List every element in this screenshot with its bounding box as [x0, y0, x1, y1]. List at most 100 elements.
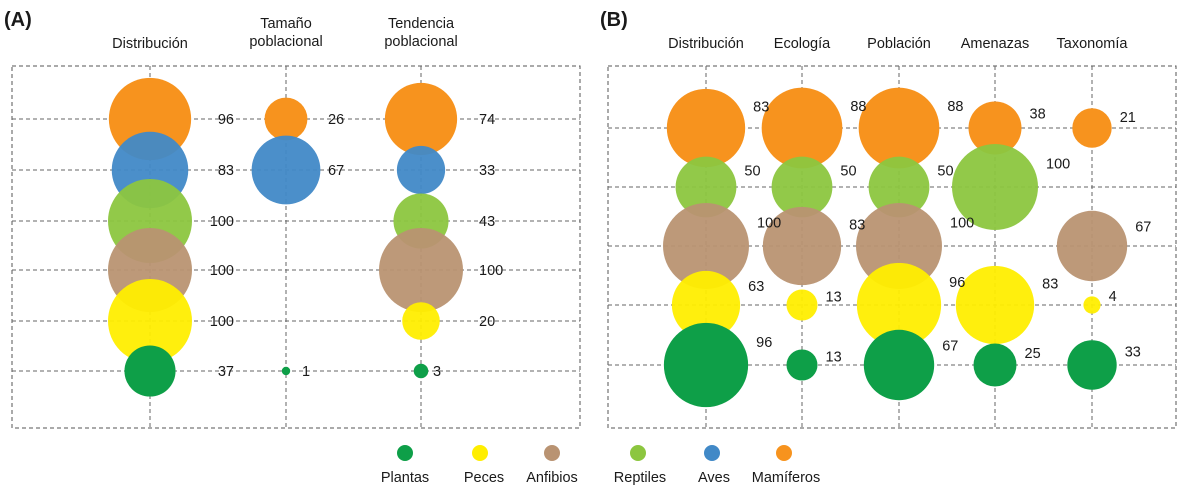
bubble-reptiles-distribucion: [675, 156, 737, 218]
value-label-anfibios-taxonomia: 67: [1135, 220, 1151, 236]
bubble-mamiferos-distribucion: [666, 88, 746, 168]
bubble-plantas-distribucion: [124, 345, 176, 397]
legend-label-plantas: Plantas: [381, 470, 429, 486]
column-label-ecologia: Ecología: [774, 36, 831, 52]
bubble-plantas-amenazas: [973, 343, 1017, 387]
bubble-aves-tamano-poblacional: [251, 135, 321, 205]
column-label-poblacion: Población: [867, 36, 931, 52]
plot-frame: [607, 65, 1177, 429]
bubble-peces-ecologia: [786, 289, 818, 321]
value-label-plantas-taxonomia: 33: [1125, 344, 1141, 360]
value-label-peces-taxonomia: 4: [1109, 289, 1117, 305]
bubble-peces-amenazas: [955, 265, 1035, 345]
value-label-plantas-distribucion: 37: [218, 364, 234, 380]
column-label-tendencia-poblacional: poblacional: [384, 34, 457, 50]
plot-frame: [11, 65, 581, 429]
panel-label: (A): [4, 9, 32, 31]
value-label-anfibios-ecologia: 83: [849, 217, 865, 233]
bubble-mamiferos-ecologia: [761, 87, 843, 169]
bubble-anfibios-tendencia-poblacional: [379, 228, 463, 312]
bubble-peces-distribucion: [108, 279, 192, 363]
legend: Plantas Peces Anfibios Reptiles Aves Mamífero…: [381, 445, 820, 486]
value-label-mamiferos-ecologia: 88: [850, 99, 866, 115]
value-label-mamiferos-tendencia-poblacional: 74: [479, 112, 495, 128]
bubble-plantas-tamano-poblacional: [281, 366, 291, 376]
bubble-reptiles-poblacion: [868, 156, 930, 218]
bubble-peces-taxonomia: [1083, 296, 1101, 314]
bubble-peces-poblacion: [856, 262, 942, 348]
value-label-plantas-tendencia-poblacional: 3: [433, 364, 441, 380]
value-label-peces-ecologia: 13: [826, 289, 842, 305]
bubble-mamiferos-tendencia-poblacional: [384, 82, 458, 156]
value-label-peces-tendencia-poblacional: 20: [479, 314, 495, 330]
legend-swatch-anfibios: [544, 445, 560, 461]
value-label-anfibios-distribucion: 100: [210, 263, 234, 279]
value-label-aves-tamano-poblacional: 67: [328, 163, 344, 179]
value-label-reptiles-distribucion: 100: [210, 214, 234, 230]
column-label-taxonomia: Taxonomía: [1057, 36, 1129, 52]
bubble-mamiferos-poblacion: [858, 87, 940, 169]
column-label-tendencia-poblacional: Tendencia: [388, 16, 455, 32]
legend-label-mamiferos: Mamíferos: [752, 470, 821, 486]
legend-label-aves: Aves: [698, 470, 730, 486]
bubble-plantas-ecologia: [786, 349, 818, 381]
bubble-aves-tendencia-poblacional: [396, 145, 446, 195]
bubble-peces-tendencia-poblacional: [402, 302, 440, 340]
bubble-plantas-distribucion: [663, 322, 749, 408]
value-label-mamiferos-amenazas: 38: [1030, 106, 1046, 122]
column-label-tamano-poblacional: Tamaño: [260, 16, 312, 32]
bubble-mamiferos-amenazas: [968, 101, 1022, 155]
legend-label-peces: Peces: [464, 470, 504, 486]
bubble-anfibios-ecologia: [762, 206, 842, 286]
value-label-mamiferos-tamano-poblacional: 26: [328, 112, 344, 128]
column-label-tamano-poblacional: poblacional: [249, 34, 322, 50]
value-label-reptiles-tendencia-poblacional: 43: [479, 214, 495, 230]
legend-swatch-reptiles: [630, 445, 646, 461]
value-label-plantas-poblacion: 67: [942, 339, 958, 355]
legend-swatch-peces: [472, 445, 488, 461]
bubble-plantas-tendencia-poblacional: [413, 363, 429, 379]
column-label-distribucion: Distribución: [112, 36, 188, 52]
value-label-mamiferos-distribucion: 83: [753, 99, 769, 115]
value-label-plantas-tamano-poblacional: 1: [302, 364, 310, 380]
column-label-distribucion: Distribución: [668, 36, 744, 52]
value-label-anfibios-poblacion: 100: [950, 215, 974, 231]
value-label-mamiferos-poblacion: 88: [947, 99, 963, 115]
value-label-aves-tendencia-poblacional: 33: [479, 163, 495, 179]
value-label-plantas-ecologia: 13: [826, 349, 842, 365]
value-label-plantas-amenazas: 25: [1025, 346, 1041, 362]
panel-b: (B) Distribución Ecología Población Amenazas…: [600, 9, 1177, 429]
legend-swatch-plantas: [397, 445, 413, 461]
value-label-reptiles-distribucion: 50: [744, 163, 760, 179]
value-label-mamiferos-taxonomia: 21: [1120, 110, 1136, 126]
value-label-peces-distribucion: 63: [748, 279, 764, 295]
bubble-mamiferos-taxonomia: [1072, 108, 1112, 148]
value-label-peces-amenazas: 83: [1042, 276, 1058, 292]
bubble-plantas-poblacion: [863, 329, 935, 401]
bubble-peces-distribucion: [671, 270, 741, 340]
value-label-anfibios-tendencia-poblacional: 100: [479, 263, 503, 279]
panel-a: (A) Distribución Tamaño poblacional Tendenci…: [4, 9, 581, 429]
legend-label-reptiles: Reptiles: [614, 470, 666, 486]
bubble-plantas-taxonomia: [1067, 340, 1117, 390]
legend-swatch-aves: [704, 445, 720, 461]
value-label-mamiferos-distribucion: 96: [218, 112, 234, 128]
bubble-anfibios-distribucion: [663, 203, 749, 289]
bubble-reptiles-amenazas: [952, 144, 1038, 230]
legend-label-anfibios: Anfibios: [526, 470, 578, 486]
column-label-amenazas: Amenazas: [961, 36, 1030, 52]
value-label-peces-distribucion: 100: [210, 314, 234, 330]
value-label-reptiles-poblacion: 50: [937, 163, 953, 179]
value-label-reptiles-amenazas: 100: [1046, 156, 1070, 172]
value-label-reptiles-ecologia: 50: [840, 163, 856, 179]
bubble-mamiferos-tamano-poblacional: [264, 97, 308, 141]
panel-label: (B): [600, 9, 628, 31]
bubble-reptiles-ecologia: [771, 156, 833, 218]
value-label-peces-poblacion: 96: [949, 275, 965, 291]
value-label-plantas-distribucion: 96: [756, 335, 772, 351]
legend-swatch-mamiferos: [776, 445, 792, 461]
value-label-anfibios-distribucion: 100: [757, 215, 781, 231]
bubble-anfibios-poblacion: [856, 203, 942, 289]
value-label-aves-distribucion: 83: [218, 163, 234, 179]
